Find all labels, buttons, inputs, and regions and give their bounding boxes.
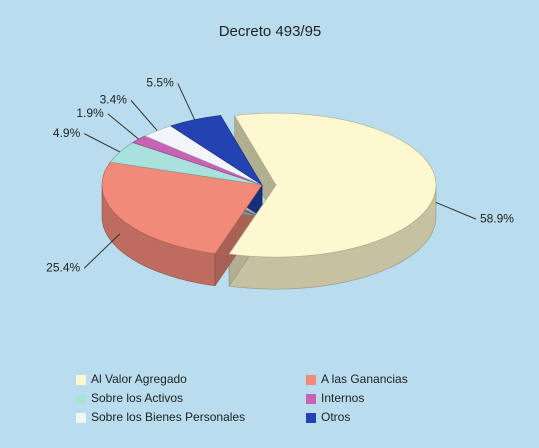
data-label: 3.4% [100, 93, 128, 107]
legend-swatch [76, 413, 86, 423]
legend-label: Sobre los Bienes Personales [91, 410, 245, 424]
slice [101, 161, 263, 255]
data-label: 5.5% [146, 76, 174, 90]
legend-label: Sobre los Activos [91, 391, 183, 405]
legend-swatch [306, 394, 316, 404]
leader-line [435, 201, 477, 220]
leader-line [84, 133, 121, 153]
chart-title: Decreto 493/95 [219, 23, 322, 40]
data-label: 4.9% [53, 126, 81, 140]
legend-swatch [306, 413, 316, 423]
legend-swatch [306, 375, 316, 385]
legend-label: Otros [321, 410, 350, 424]
legend-swatch [76, 394, 86, 404]
slice [228, 112, 437, 258]
leader-line [107, 113, 139, 140]
leader-line [83, 233, 121, 269]
data-label: 25.4% [46, 260, 80, 274]
legend-swatch [76, 375, 86, 385]
data-label: 1.9% [76, 106, 104, 120]
data-label: 58.9% [480, 211, 514, 225]
leader-line [130, 100, 158, 131]
legend-label: A las Ganancias [321, 372, 408, 386]
legend-label: Al Valor Agregado [91, 372, 187, 386]
leader-line [177, 83, 196, 120]
legend-label: Internos [321, 391, 364, 405]
